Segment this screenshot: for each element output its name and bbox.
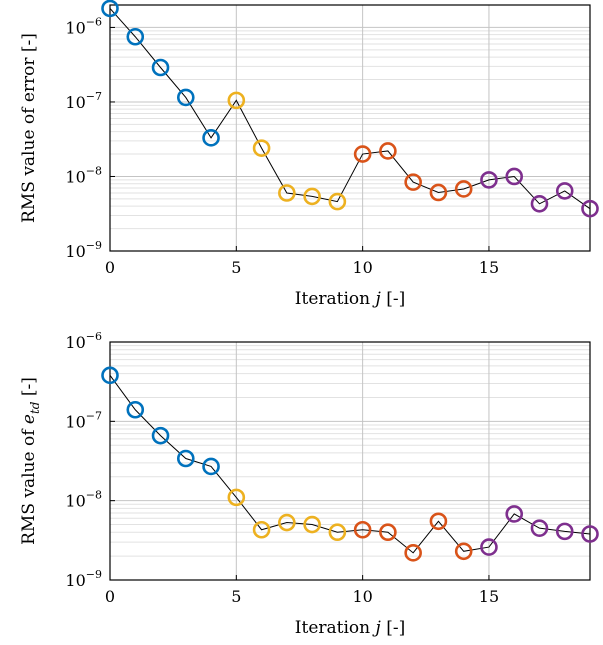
data-point xyxy=(101,0,119,18)
y-tick-label: 10−6 xyxy=(65,15,102,37)
x-tick-label: 15 xyxy=(479,587,499,606)
data-point xyxy=(202,457,220,476)
data-point xyxy=(227,488,246,507)
x-tick-label: 5 xyxy=(231,587,241,606)
series-3 xyxy=(353,512,473,562)
data-point xyxy=(379,142,397,160)
y-axis-label: RMS value of error [-] xyxy=(19,33,39,223)
data-point xyxy=(379,523,397,542)
data-point xyxy=(480,171,498,189)
data-point xyxy=(278,184,296,202)
data-point xyxy=(480,538,498,556)
data-point xyxy=(404,544,422,562)
grid xyxy=(109,342,590,581)
y-tick-label: 10−7 xyxy=(65,409,102,431)
data-point xyxy=(555,522,574,541)
series-1 xyxy=(101,366,220,476)
data-point xyxy=(126,27,145,46)
x-tick-label: 10 xyxy=(352,587,372,606)
x-axis-label: Iteration j [-] xyxy=(295,618,405,638)
data-point xyxy=(227,91,246,110)
data-point xyxy=(303,515,321,534)
y-tick-label: 10−9 xyxy=(65,568,102,590)
axes-frame xyxy=(109,341,591,581)
series-2 xyxy=(227,91,347,211)
data-point xyxy=(429,183,448,202)
x-axis-label: Iteration j [-] xyxy=(295,289,405,309)
data-point xyxy=(278,513,296,532)
chart-panel-1: 0 5 10 15 10−9 10−8 10−7 10−6 Iteration j [-] RMS… xyxy=(19,0,599,309)
data-point xyxy=(555,182,574,200)
data-point xyxy=(454,180,473,198)
data-point xyxy=(353,520,372,539)
x-tick-label: 0 xyxy=(105,587,115,606)
data-point xyxy=(176,449,195,468)
connecting-line xyxy=(109,8,591,210)
data-point xyxy=(530,519,549,537)
data-point xyxy=(404,173,422,191)
grid xyxy=(109,4,590,252)
x-tick-label: 15 xyxy=(479,258,499,277)
data-point xyxy=(252,139,271,157)
data-point xyxy=(581,525,599,543)
data-point xyxy=(252,520,271,539)
data-point xyxy=(126,400,145,419)
data-point xyxy=(328,192,347,211)
data-point xyxy=(353,145,372,163)
y-tick-label: 10−6 xyxy=(65,330,102,352)
data-point xyxy=(176,88,195,107)
x-tick-label: 10 xyxy=(352,258,372,277)
y-tick-label: 10−9 xyxy=(65,239,102,261)
y-tick-label: 10−8 xyxy=(65,489,102,511)
series-1 xyxy=(101,0,220,147)
data-point xyxy=(429,512,448,531)
data-point xyxy=(505,167,524,186)
y-tick-label: 10−7 xyxy=(65,90,102,112)
series-2 xyxy=(227,488,347,542)
x-tick-label: 5 xyxy=(231,258,241,277)
series-4 xyxy=(480,505,599,556)
data-point xyxy=(530,194,549,213)
chart-panel-2: 0 5 10 15 10−9 10−8 10−7 10−6 Iteration j [-] RMS… xyxy=(19,330,599,638)
data-point xyxy=(328,523,347,542)
y-axis-label: RMS value of etd [-] xyxy=(19,377,42,545)
data-point xyxy=(101,366,119,385)
series-4 xyxy=(480,167,599,218)
data-point xyxy=(454,542,473,561)
axes-frame xyxy=(109,4,591,252)
data-point xyxy=(202,129,220,147)
series-3 xyxy=(353,142,473,202)
data-point xyxy=(505,505,524,523)
x-tick-label: 0 xyxy=(105,258,115,277)
data-point xyxy=(151,58,170,77)
data-point xyxy=(303,187,321,206)
data-point xyxy=(151,426,170,445)
data-point xyxy=(581,199,599,218)
y-tick-label: 10−8 xyxy=(65,164,102,186)
